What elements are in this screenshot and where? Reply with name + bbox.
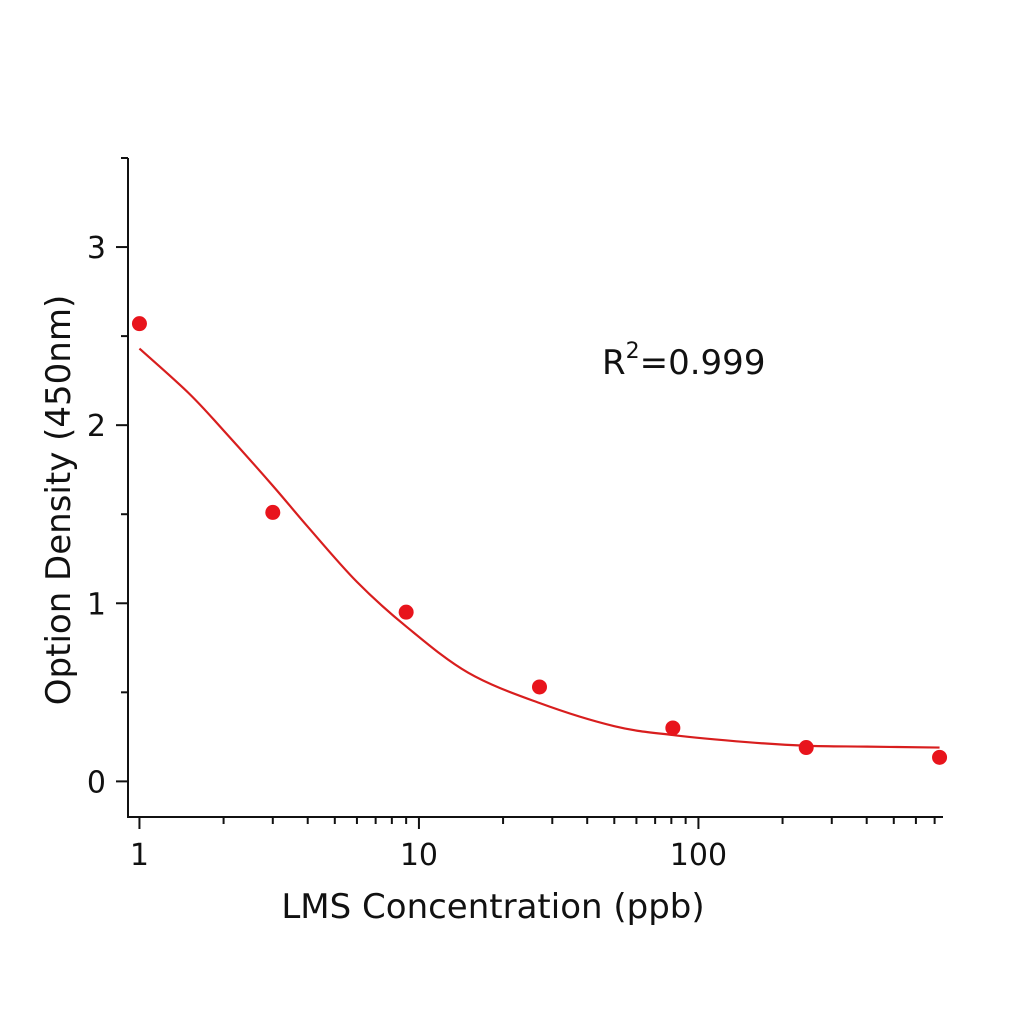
data-point — [398, 604, 414, 620]
r-squared-annotation: R2=0.999 — [602, 339, 765, 383]
x-tick-label: 100 — [670, 838, 727, 873]
data-point — [532, 679, 548, 695]
data-point — [265, 504, 281, 520]
x-tick-labels: 1 10 100 — [130, 838, 727, 873]
y-axis-label: Option Density (450nm) — [39, 295, 79, 705]
fit-curve — [138, 347, 940, 749]
data-point — [665, 720, 681, 736]
data-points — [131, 316, 948, 765]
r-squared-value: =0.999 — [640, 343, 766, 383]
data-point — [131, 316, 147, 332]
data-point — [932, 749, 948, 765]
data-point — [798, 740, 814, 756]
x-tick-label: 1 — [130, 838, 149, 873]
x-tick-label: 10 — [400, 838, 438, 873]
y-tick-label: 0 — [87, 765, 106, 800]
r-squared-sup: 2 — [626, 339, 640, 364]
y-tick-label: 1 — [87, 587, 106, 622]
y-tick-label: 2 — [87, 409, 106, 444]
y-tick-labels: 0 1 2 3 — [87, 231, 106, 800]
axes — [116, 157, 943, 829]
y-tick-label: 3 — [87, 231, 106, 266]
x-axis-label: LMS Concentration (ppb) — [281, 887, 704, 927]
r-squared-base: R — [602, 343, 626, 383]
